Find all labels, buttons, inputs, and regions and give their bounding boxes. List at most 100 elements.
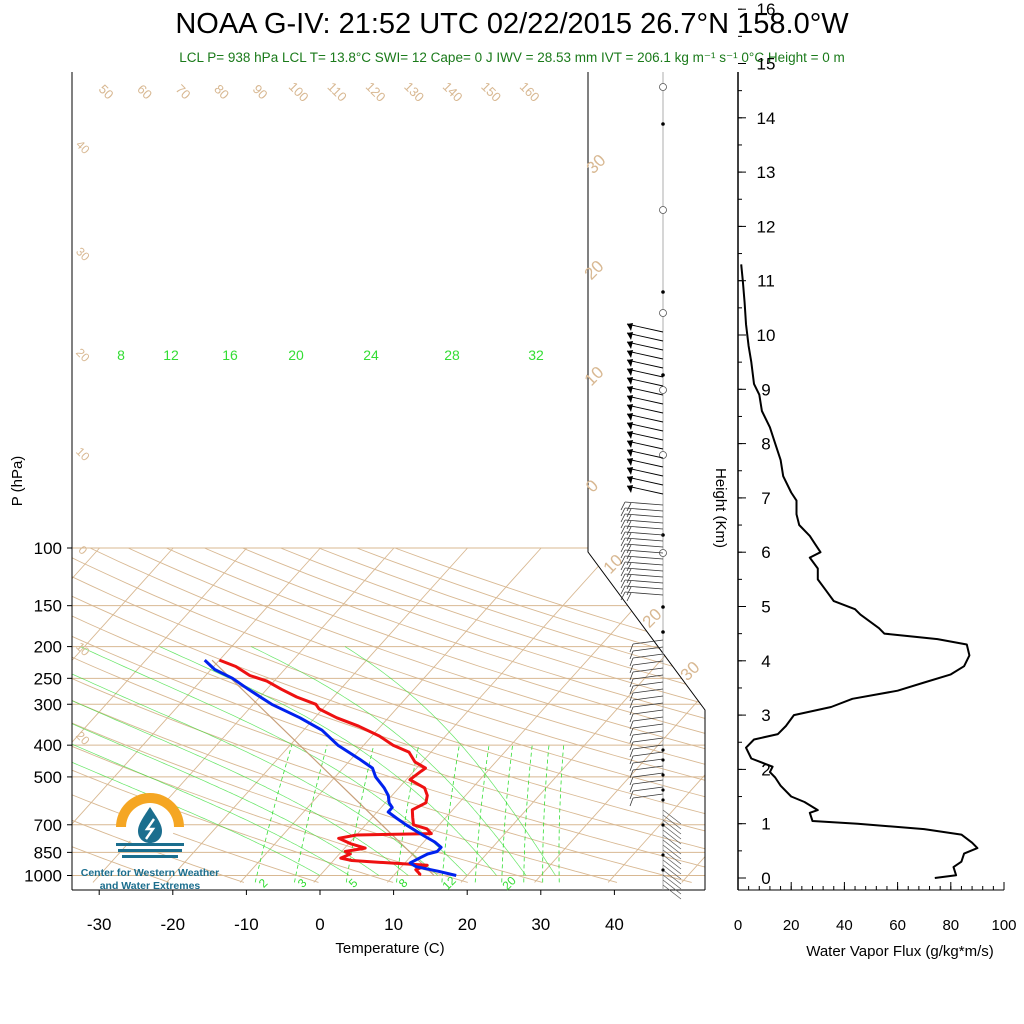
temperature-tick-label: 0	[315, 915, 324, 934]
wind-barb	[624, 585, 664, 590]
wind-barb	[662, 809, 682, 825]
height-tick-label: 4	[761, 652, 770, 671]
height-tick-label: 11	[757, 272, 775, 291]
isotherm-right-label: 20	[581, 257, 608, 284]
wind-barb-feather	[620, 591, 626, 601]
height-tick-label: 9	[761, 380, 770, 399]
wind-barb-feather	[629, 643, 634, 653]
wind-barb	[662, 849, 682, 865]
wind-barb	[624, 591, 664, 596]
wind-calm-circle	[659, 309, 667, 317]
wind-calm-dot	[661, 853, 665, 857]
wind-barb-flag	[627, 323, 633, 331]
wind-barb	[624, 513, 664, 518]
wind-calm-circle	[659, 206, 667, 214]
isotherm-line	[239, 547, 542, 883]
dry-adiabat	[166, 547, 705, 883]
wind-barb	[632, 765, 664, 771]
wind-barb	[624, 519, 664, 524]
wind-barb-feather	[626, 520, 632, 530]
wind-barb-feather	[629, 769, 634, 779]
wind-barb	[626, 431, 664, 441]
wind-barb-flag	[627, 485, 633, 493]
flux-axis-title: Water Vapor Flux (g/kg*m/s)	[806, 943, 994, 960]
wind-barb	[624, 555, 664, 560]
isotherm-line	[313, 547, 616, 883]
wind-barb	[624, 567, 664, 572]
wind-barb-feather	[629, 650, 634, 660]
isotherm-right-label: 20	[639, 605, 666, 632]
chart-subtitle: LCL P= 938 hPa LCL T= 13.8°C SWI= 12 Cap…	[179, 50, 845, 65]
isotherm-top-label: 50	[96, 81, 117, 102]
moist-adiabat	[159, 646, 497, 876]
pressure-tick-label: 200	[34, 638, 62, 657]
wind-barb-feather	[626, 544, 632, 554]
wind-calm-dot	[661, 773, 665, 777]
wind-barb	[662, 829, 682, 845]
dry-adiabat	[72, 547, 543, 883]
height-tick-label: 5	[761, 598, 770, 617]
wind-barb	[624, 561, 664, 566]
wind-barb	[662, 859, 682, 875]
wind-barb-feather	[620, 537, 626, 547]
height-tick-label: 6	[761, 543, 770, 562]
wind-barb-feather	[629, 671, 634, 681]
wind-barb-feather	[620, 555, 626, 565]
wind-barb-feather	[629, 720, 634, 730]
wind-barb-feather	[626, 508, 632, 518]
wind-barb-feather	[620, 519, 626, 529]
wind-barb	[632, 646, 664, 652]
wind-barb	[624, 531, 664, 536]
wind-barb	[662, 819, 682, 835]
wind-barb-feather	[626, 574, 632, 584]
dry-adiabat	[72, 547, 705, 883]
wind-calm-dot	[661, 823, 665, 827]
pressure-tick-label: 700	[34, 816, 62, 835]
mixing-ratio-top-label: 28	[444, 347, 460, 363]
wind-barb-flag	[627, 332, 633, 340]
pressure-tick-label: 850	[34, 843, 62, 862]
wind-barb	[626, 341, 664, 351]
wind-barb	[632, 793, 664, 799]
wind-calm-dot	[661, 748, 665, 752]
wind-barb	[632, 758, 664, 764]
wind-barb-feather	[629, 734, 634, 744]
wind-barb-feather	[626, 586, 632, 596]
dry-adiabat	[72, 547, 319, 883]
isotherm-line	[72, 547, 174, 883]
wind-calm-dot	[661, 290, 665, 294]
wind-barb	[624, 549, 664, 554]
wind-barb	[632, 639, 664, 645]
wind-barb	[626, 449, 664, 459]
isotherm-line	[460, 547, 705, 883]
height-tick-label: 16	[757, 0, 776, 19]
wind-barb	[632, 709, 664, 715]
wind-barb	[624, 543, 664, 548]
wind-barb-feather	[629, 797, 634, 807]
moist-adiabat	[344, 646, 556, 876]
temperature-tick-label: 40	[605, 915, 624, 934]
height-tick-label: 0	[761, 869, 770, 888]
wind-barb-feather	[626, 592, 632, 602]
wind-barb-feather	[626, 580, 632, 590]
wind-barb-feather	[629, 783, 634, 793]
wind-barb	[632, 737, 664, 743]
height-tick-label: 7	[761, 489, 770, 508]
isotherm-top-label: 110	[325, 79, 350, 104]
dry-adiabat	[394, 547, 705, 883]
wind-calm-circle	[659, 83, 667, 91]
wind-barb-feather	[626, 550, 632, 560]
mixing-ratio-line	[396, 745, 420, 883]
wind-barb	[624, 573, 664, 578]
wind-barb-feather	[629, 699, 634, 709]
pressure-tick-label: 100	[34, 539, 62, 558]
dewpoint-profile	[203, 659, 457, 877]
wind-barb	[632, 688, 664, 694]
height-tick-label: 8	[761, 435, 770, 454]
flux-tick-label: 0	[734, 917, 742, 934]
wind-barb-flag	[627, 377, 633, 385]
dry-adiabat	[128, 547, 705, 883]
wind-barb-feather	[629, 713, 634, 723]
isotherm-left-label: 10	[73, 444, 93, 464]
